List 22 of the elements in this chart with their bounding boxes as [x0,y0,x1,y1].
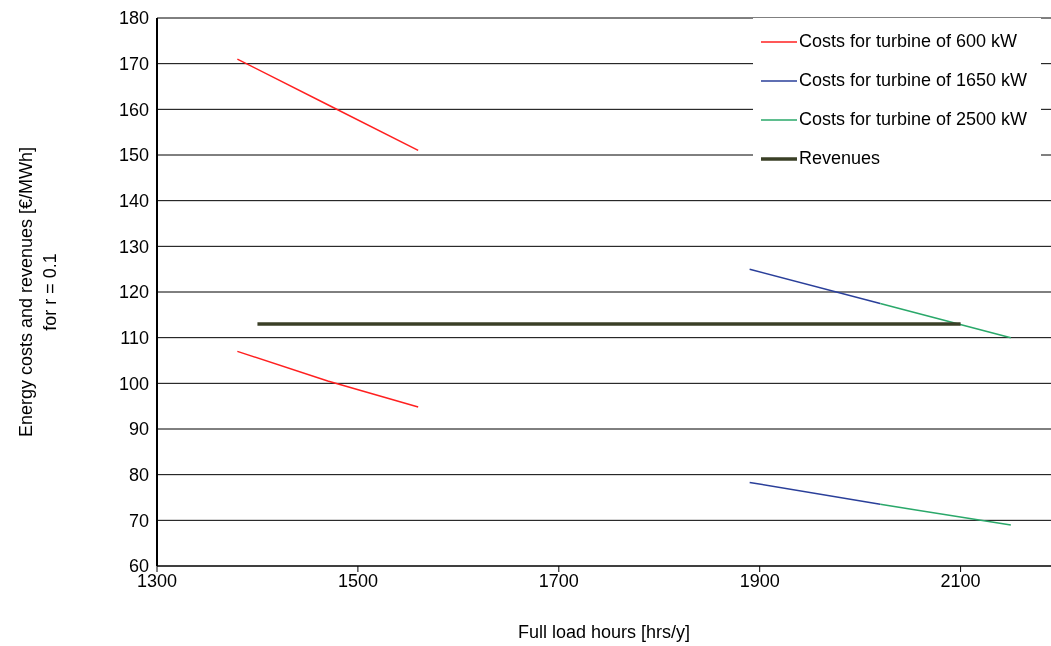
legend-label: Costs for turbine of 1650 kW [798,70,1027,91]
y-tick-label: 180 [118,8,149,29]
legend-label: Costs for turbine of 600 kW [798,31,1017,52]
y-tick-label: 70 [128,510,149,531]
y-tick-label: 100 [118,373,149,394]
x-tick-label: 1500 [337,570,378,591]
y-tick-label: 140 [118,191,149,212]
legend-label: Costs for turbine of 2500 kW [798,109,1027,130]
y-tick-label: 80 [128,465,149,486]
x-tick-label: 1900 [739,570,780,591]
y-tick-label: 110 [120,328,149,349]
y-tick-label: 150 [118,145,149,166]
y-tick-label: 120 [118,282,149,303]
x-tick-label: 2100 [940,570,981,591]
x-tick-label: 1700 [538,570,579,591]
legend-label: Revenues [798,148,880,169]
y-tick-label: 160 [118,99,149,120]
x-axis-title: Full load hours [hrs/y] [517,622,691,642]
y-axis-title: Energy costs and revenues [€/MWh] for r = 0.1 [16,146,60,438]
y-tick-label: 170 [118,54,149,75]
y-tick-label: 90 [128,419,149,440]
y-tick-label: 130 [118,236,149,257]
